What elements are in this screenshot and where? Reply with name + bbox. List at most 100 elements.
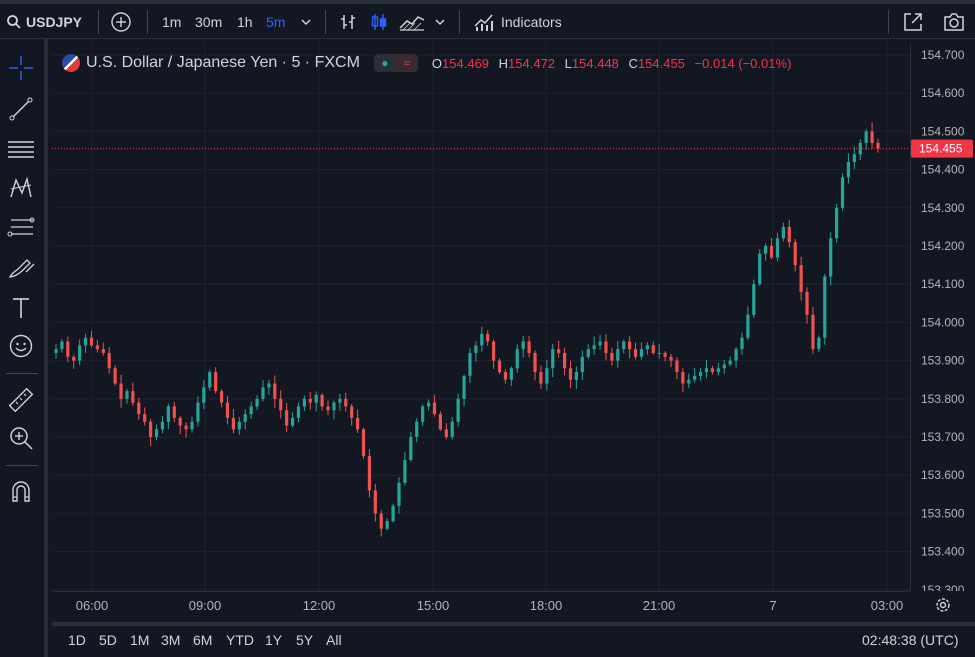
magnet-tool[interactable]	[6, 477, 36, 507]
utc-clock[interactable]: 02:48:38 (UTC)	[862, 632, 959, 648]
snapshot-button[interactable]	[942, 4, 966, 39]
candle-body	[557, 349, 561, 353]
candle-body	[397, 482, 401, 506]
candle-body	[704, 368, 709, 373]
interval-1m[interactable]: 1m	[162, 13, 182, 30]
emoji-tool[interactable]	[6, 331, 36, 361]
area-style-button[interactable]	[398, 4, 426, 39]
candle-body	[243, 414, 247, 422]
candle-body	[693, 375, 697, 380]
range-5d[interactable]: 5D	[99, 632, 117, 648]
range-1m[interactable]: 1M	[130, 632, 150, 648]
bottom-toolbar: 1D 5D 1M 3M 6M YTD 1Y 5Y All 02:48:38 (U…	[52, 622, 975, 657]
interval-30m[interactable]: 30m	[195, 13, 223, 30]
symbol-label: USDJPY	[26, 13, 83, 30]
candles-icon	[371, 13, 387, 30]
candle-body	[799, 265, 803, 292]
candle-body	[823, 276, 827, 338]
candle-body	[214, 372, 218, 392]
fib-retracement-icon	[7, 217, 35, 237]
candle-body	[231, 417, 236, 430]
crosshair-tool[interactable]	[6, 53, 36, 83]
candle-body	[628, 341, 632, 350]
candle-body	[137, 402, 141, 415]
price-tick-label: 154.000	[921, 315, 965, 329]
candle-body	[409, 437, 413, 460]
market-status-pill[interactable]: ● ≈	[373, 54, 418, 72]
range-5y[interactable]: 5Y	[296, 632, 314, 648]
interval-1h[interactable]: 1h	[237, 13, 253, 30]
trend-line-tool[interactable]	[6, 94, 36, 124]
candle-body	[432, 402, 437, 415]
candle-body	[350, 406, 354, 418]
crosshair-icon	[9, 56, 33, 80]
candle-body	[698, 372, 703, 376]
candle-body	[752, 284, 756, 315]
fib-tool[interactable]	[6, 213, 36, 243]
range-all[interactable]: All	[326, 632, 342, 648]
candlestick-chart[interactable]	[52, 43, 910, 591]
candle-body	[515, 349, 519, 369]
pattern-tool[interactable]	[6, 173, 36, 203]
smiley-icon	[9, 334, 33, 358]
candle-body	[338, 398, 342, 403]
interval-dropdown[interactable]	[300, 4, 312, 39]
candle-body	[143, 414, 147, 422]
candle-body	[119, 383, 123, 399]
time-tick-label: 09:00	[189, 598, 222, 613]
fullscreen-button[interactable]	[902, 4, 924, 39]
brush-tool[interactable]	[6, 253, 36, 283]
indicators-button[interactable]: Indicators	[473, 4, 562, 39]
chart-type-dropdown[interactable]	[434, 4, 446, 39]
price-tick-label: 153.600	[921, 468, 965, 482]
bar-style-button[interactable]	[338, 4, 358, 39]
candle-body	[793, 242, 797, 266]
candle-body	[196, 402, 200, 422]
price-tick-label: 153.800	[921, 392, 965, 406]
candle-body	[66, 341, 70, 357]
instrument-title: U.S. Dollar / Japanese Yen · 5 · FXCM	[86, 54, 360, 71]
range-1y[interactable]: 1Y	[265, 632, 283, 648]
range-1d[interactable]: 1D	[68, 632, 86, 648]
candle-body	[521, 341, 525, 350]
candle-body	[622, 341, 626, 350]
candles-style-button[interactable]	[369, 4, 389, 39]
text-icon	[13, 298, 29, 318]
candle-body	[645, 345, 649, 350]
price-axis[interactable]: 154.700 154.600 154.500 154.400 154.300 154.2…	[910, 43, 975, 597]
price-tick-label: 153.300	[921, 583, 965, 591]
candle-body	[639, 349, 644, 357]
range-3m[interactable]: 3M	[161, 632, 181, 648]
chart-pane[interactable]	[52, 43, 910, 591]
price-tick-label: 153.700	[921, 430, 965, 444]
candle-body	[60, 341, 64, 350]
candle-body	[107, 352, 111, 369]
candle-body	[598, 341, 602, 346]
candle-body	[190, 421, 194, 430]
range-ytd[interactable]: YTD	[226, 632, 254, 648]
candle-body	[728, 360, 732, 365]
time-tick-label: 18:00	[530, 598, 563, 613]
interval-5m[interactable]: 5m	[266, 13, 286, 30]
candle-body	[551, 349, 555, 369]
price-tick-label: 154.300	[921, 201, 965, 215]
time-axis[interactable]: 06:00 09:00 12:00 15:00 18:00 21:00 7 03:00	[52, 591, 910, 619]
trend-line-icon	[9, 97, 33, 121]
candle-body	[326, 406, 330, 411]
horizontal-lines-tool[interactable]	[6, 134, 36, 164]
candle-body	[54, 349, 58, 353]
text-tool[interactable]	[6, 293, 36, 323]
compare-button[interactable]	[110, 4, 132, 39]
candle-body	[178, 417, 182, 426]
zoom-tool[interactable]	[6, 423, 36, 453]
symbol-search-button[interactable]: USDJPY	[6, 4, 82, 39]
candle-body	[657, 352, 661, 354]
candle-body	[710, 368, 715, 373]
candle-body	[344, 398, 348, 407]
ruler-tool[interactable]	[6, 385, 36, 415]
price-tick-label: 154.500	[921, 124, 965, 138]
candle-body	[72, 356, 76, 361]
candle-body	[592, 345, 596, 350]
range-6m[interactable]: 6M	[193, 632, 213, 648]
axis-settings-button[interactable]	[934, 596, 952, 619]
